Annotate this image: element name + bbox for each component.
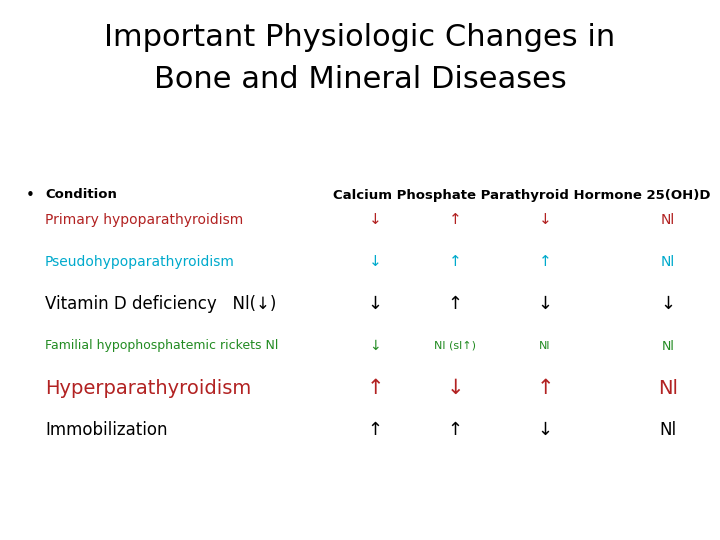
Text: ↓: ↓ [367,295,382,313]
Text: ↑: ↑ [539,254,552,269]
Text: Pseudohypoparathyroidism: Pseudohypoparathyroidism [45,255,235,269]
Text: Immobilization: Immobilization [45,421,168,439]
Text: Nl: Nl [658,379,678,397]
Text: Nl: Nl [539,341,551,351]
Text: ↑: ↑ [449,213,462,227]
Text: ↑: ↑ [447,295,462,313]
Text: Primary hypoparathyroidism: Primary hypoparathyroidism [45,213,243,227]
Text: ↓: ↓ [369,213,382,227]
Text: Important Physiologic Changes in: Important Physiologic Changes in [104,24,616,52]
Text: ↓: ↓ [369,254,382,269]
Text: Nl: Nl [660,421,677,439]
Text: ↑: ↑ [366,378,384,398]
Text: ↓: ↓ [446,378,464,398]
Text: Calcium Phosphate Parathyroid Hormone 25(OH)D: Calcium Phosphate Parathyroid Hormone 25… [333,188,710,201]
Text: Familial hypophosphatemic rickets Nl: Familial hypophosphatemic rickets Nl [45,340,279,353]
Text: Nl: Nl [662,340,675,353]
Text: Nl: Nl [661,213,675,227]
Text: Vitamin D deficiency   Nl(↓): Vitamin D deficiency Nl(↓) [45,295,276,313]
Text: ↓: ↓ [539,213,552,227]
Text: •: • [26,187,35,202]
Text: ↑: ↑ [367,421,382,439]
Text: ↑: ↑ [449,254,462,269]
Text: ↓: ↓ [537,421,552,439]
Text: Nl: Nl [661,255,675,269]
Text: ↓: ↓ [537,295,552,313]
Text: Bone and Mineral Diseases: Bone and Mineral Diseases [153,65,567,94]
Text: Nl (sl↑): Nl (sl↑) [434,341,476,351]
Text: Condition: Condition [45,188,117,201]
Text: ↓: ↓ [369,339,381,353]
Text: Hyperparathyroidism: Hyperparathyroidism [45,379,251,397]
Text: ↓: ↓ [660,295,675,313]
Text: ↑: ↑ [536,378,554,398]
Text: ↑: ↑ [447,421,462,439]
